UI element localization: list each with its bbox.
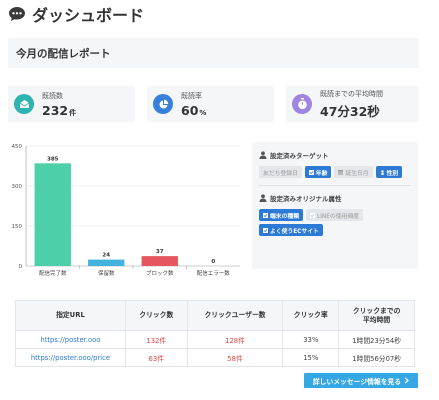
check-icon — [308, 169, 314, 175]
table-row: https://poster.ooo/price 63件 58件 15% 1時間… — [15, 348, 415, 367]
x-tick-label: 保留数 — [98, 269, 115, 277]
table-header-row: 指定URL クリック数 クリックユーザー数 クリック率 クリックまでの 平均時間 — [15, 300, 415, 331]
col-users: クリックユーザー数 — [186, 300, 284, 331]
url-click-table: 指定URL クリック数 クリックユーザー数 クリック率 クリックまでの 平均時間… — [15, 300, 415, 367]
x-tick-label: 配信完了数 — [39, 269, 67, 277]
kpi-label: 既読までの平均時間 — [320, 89, 383, 98]
col-rate: クリック率 — [282, 300, 340, 331]
tag-line-frequency[interactable]: LINEの使用頻度 — [306, 209, 363, 221]
check-icon — [310, 212, 315, 218]
tag-gender[interactable]: 性別 — [375, 166, 403, 178]
attr-tag-row: 端末の種類 LINEの使用頻度 よく使うECサイト — [259, 209, 411, 236]
y-tick-label: 150 — [12, 224, 23, 230]
kpi-read-count: 既読数 232件 — [8, 86, 135, 122]
kpi-avg-time: 既読までの平均時間 47分32秒 — [286, 86, 419, 122]
kpi-read-rate: 既読率 60% — [147, 86, 274, 122]
bar — [88, 259, 125, 266]
stopwatch-icon — [292, 94, 312, 114]
col-clicks: クリック数 — [124, 300, 188, 331]
chevron-right-icon — [404, 377, 410, 384]
pie-chart-icon — [153, 94, 173, 114]
check-icon — [263, 212, 268, 218]
avg-time-cell: 1時間23分54秒 — [338, 330, 415, 349]
calendar-icon — [338, 169, 344, 175]
filter-divider — [259, 185, 411, 186]
avg-time-cell: 1時間56分07秒 — [338, 348, 415, 367]
user-icon — [259, 151, 267, 159]
bar-chart-svg: 0 150 300 450 385 配信完了数 24 保留数 37 ブロック数 0 配信エラー数 — [12, 144, 240, 277]
target-tag-row: 友だち登録日 年齢 誕生日月 性別 — [259, 166, 411, 178]
tag-device-type[interactable]: 端末の種類 — [259, 209, 303, 221]
clicks-cell: 132件 — [124, 330, 188, 349]
report-header: 今月の配信レポート — [8, 38, 419, 68]
url-cell: https://poster.ooo/price — [15, 348, 126, 367]
user-icon — [259, 194, 267, 202]
y-tick-label: 0 — [19, 264, 23, 270]
kpi-value: 47分32秒 — [320, 103, 380, 119]
open-envelope-icon — [14, 94, 34, 114]
tag-friend-date[interactable]: 友だち登録日 — [259, 166, 302, 178]
gender-icon — [380, 169, 384, 175]
data-label: 0 — [211, 259, 215, 265]
kpi-label: 既読率 — [181, 91, 202, 100]
users-cell: 58件 — [186, 348, 284, 367]
report-title: 今月の配信レポート — [16, 47, 111, 60]
speech-bubble-icon — [9, 7, 25, 21]
data-label: 24 — [102, 253, 110, 259]
url-link[interactable]: https://poster.ooo/price — [30, 353, 111, 362]
kpi-value: 232件 — [42, 102, 77, 118]
kpi-label: 既読数 — [42, 91, 63, 100]
detail-button-label: 詳しいメッセージ情報を見る — [312, 378, 402, 386]
bar — [141, 256, 178, 266]
message-detail-button[interactable]: 詳しいメッセージ情報を見る — [304, 373, 418, 388]
url-link[interactable]: https://poster.ooo — [40, 335, 101, 344]
filter-panel: 設定済みターゲット 友だち登録日 年齢 誕生日月 性別 設定済みオリジナル属性 … — [252, 142, 418, 269]
tag-birth-month[interactable]: 誕生日月 — [334, 166, 373, 178]
y-tick-label: 300 — [12, 184, 23, 190]
rate-cell: 33% — [282, 330, 340, 349]
data-label: 37 — [156, 249, 164, 255]
x-tick-label: ブロック数 — [146, 269, 174, 277]
x-tick-label: 配信エラー数 — [197, 269, 231, 277]
kpi-value: 60% — [181, 102, 207, 118]
bar — [34, 163, 71, 266]
page-title: ダッシュボード — [8, 4, 145, 25]
url-cell: https://poster.ooo — [15, 330, 126, 349]
tag-age[interactable]: 年齢 — [304, 166, 332, 178]
users-cell: 128件 — [186, 330, 284, 349]
clicks-cell: 63件 — [124, 348, 188, 367]
y-tick-label: 450 — [12, 144, 23, 150]
check-icon — [263, 227, 268, 233]
target-section-title: 設定済みターゲット — [259, 149, 411, 161]
data-label: 385 — [47, 156, 59, 162]
delivery-bar-chart: 0 150 300 450 385 配信完了数 24 保留数 37 ブロック数 0 配信エラー数 — [0, 140, 250, 282]
attr-section-title: 設定済みオリジナル属性 — [259, 192, 411, 204]
page-title-text: ダッシュボード — [32, 6, 145, 25]
col-avg-time: クリックまでの 平均時間 — [338, 300, 415, 331]
table-row: https://poster.ooo 132件 128件 33% 1時間23分5… — [15, 330, 415, 349]
tag-ec-site[interactable]: よく使うECサイト — [259, 224, 323, 236]
rate-cell: 15% — [282, 348, 340, 367]
col-url: 指定URL — [15, 300, 126, 331]
